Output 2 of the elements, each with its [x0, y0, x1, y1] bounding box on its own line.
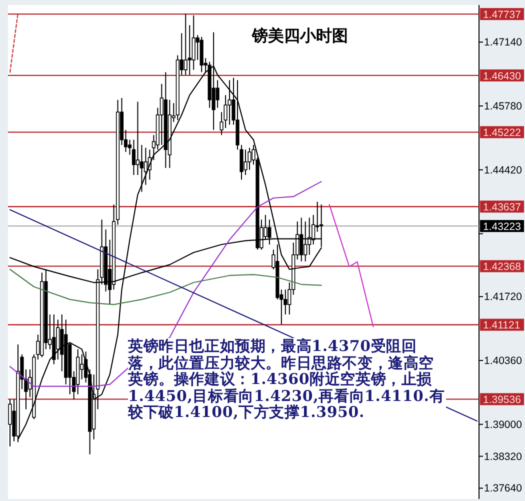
title: 镑美四小时图: [252, 26, 348, 45]
annotation: 英镑昨日也正如预期，最高1.4370受阻回落，此位置压力较大。昨日思路不变，逢高空英镑。操作建议：1.4360附近空英镑，止损1.4450,目标看向1.4230,再看向1.4110.有较下破1.4100,下方支撑1.3950.: [128, 338, 446, 420]
